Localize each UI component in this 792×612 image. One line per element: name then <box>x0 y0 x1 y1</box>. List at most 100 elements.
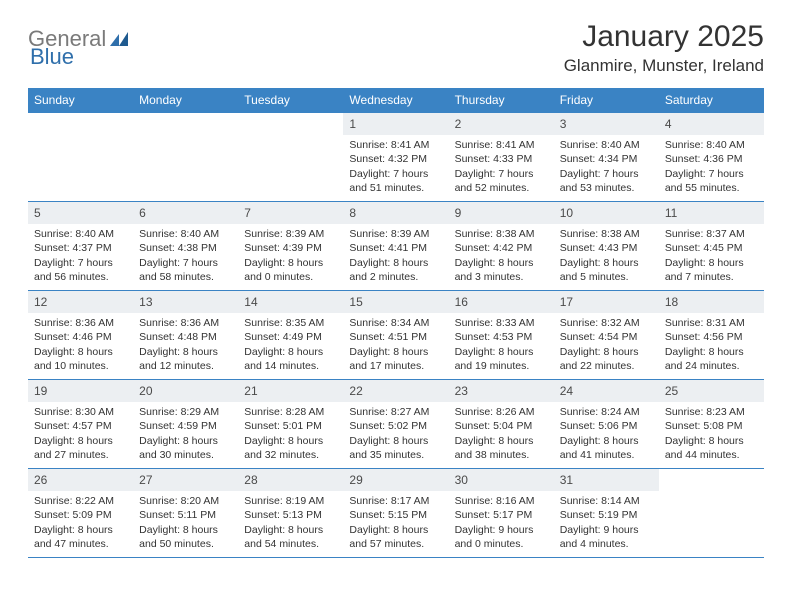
day-number: 25 <box>659 380 764 402</box>
day-cell: 23Sunrise: 8:26 AMSunset: 5:04 PMDayligh… <box>449 380 554 468</box>
day-number: 27 <box>133 469 238 491</box>
day-number: 8 <box>343 202 448 224</box>
day-line: Sunset: 4:48 PM <box>139 330 232 344</box>
day-line: Daylight: 8 hours and 14 minutes. <box>244 345 337 373</box>
week-row: 26Sunrise: 8:22 AMSunset: 5:09 PMDayligh… <box>28 469 764 558</box>
day-cell: 12Sunrise: 8:36 AMSunset: 4:46 PMDayligh… <box>28 291 133 379</box>
day-content: Sunrise: 8:35 AMSunset: 4:49 PMDaylight:… <box>238 313 343 379</box>
day-line: Sunset: 4:34 PM <box>560 152 653 166</box>
day-line: Sunrise: 8:38 AM <box>560 227 653 241</box>
day-line: Daylight: 8 hours and 47 minutes. <box>34 523 127 551</box>
day-line: Sunset: 5:13 PM <box>244 508 337 522</box>
day-cell <box>659 469 764 557</box>
day-cell: 6Sunrise: 8:40 AMSunset: 4:38 PMDaylight… <box>133 202 238 290</box>
logo-text-blue: Blue <box>30 44 74 69</box>
day-content: Sunrise: 8:36 AMSunset: 4:46 PMDaylight:… <box>28 313 133 379</box>
day-cell: 18Sunrise: 8:31 AMSunset: 4:56 PMDayligh… <box>659 291 764 379</box>
day-line: Sunset: 5:01 PM <box>244 419 337 433</box>
day-line: Sunset: 5:06 PM <box>560 419 653 433</box>
day-number: 20 <box>133 380 238 402</box>
day-line: Sunset: 4:53 PM <box>455 330 548 344</box>
day-content <box>133 135 238 144</box>
day-line: Sunrise: 8:17 AM <box>349 494 442 508</box>
day-content: Sunrise: 8:30 AMSunset: 4:57 PMDaylight:… <box>28 402 133 468</box>
day-number: 13 <box>133 291 238 313</box>
day-number <box>133 113 238 135</box>
day-line: Daylight: 8 hours and 17 minutes. <box>349 345 442 373</box>
day-cell: 15Sunrise: 8:34 AMSunset: 4:51 PMDayligh… <box>343 291 448 379</box>
title-block: January 2025 Glanmire, Munster, Ireland <box>564 20 764 76</box>
day-content: Sunrise: 8:38 AMSunset: 4:42 PMDaylight:… <box>449 224 554 290</box>
day-line: Sunrise: 8:40 AM <box>665 138 758 152</box>
weekday-label: Wednesday <box>343 88 448 112</box>
week-row: 5Sunrise: 8:40 AMSunset: 4:37 PMDaylight… <box>28 202 764 291</box>
day-line: Daylight: 8 hours and 19 minutes. <box>455 345 548 373</box>
day-line: Daylight: 8 hours and 54 minutes. <box>244 523 337 551</box>
day-number: 15 <box>343 291 448 313</box>
day-line: Daylight: 8 hours and 22 minutes. <box>560 345 653 373</box>
day-content: Sunrise: 8:19 AMSunset: 5:13 PMDaylight:… <box>238 491 343 557</box>
day-line: Sunset: 4:46 PM <box>34 330 127 344</box>
weekday-label: Tuesday <box>238 88 343 112</box>
day-cell: 10Sunrise: 8:38 AMSunset: 4:43 PMDayligh… <box>554 202 659 290</box>
day-line: Sunset: 4:41 PM <box>349 241 442 255</box>
day-number: 14 <box>238 291 343 313</box>
day-content: Sunrise: 8:14 AMSunset: 5:19 PMDaylight:… <box>554 491 659 557</box>
day-number: 4 <box>659 113 764 135</box>
day-number: 29 <box>343 469 448 491</box>
day-number: 7 <box>238 202 343 224</box>
day-number: 28 <box>238 469 343 491</box>
day-content: Sunrise: 8:40 AMSunset: 4:37 PMDaylight:… <box>28 224 133 290</box>
day-line: Daylight: 7 hours and 58 minutes. <box>139 256 232 284</box>
day-cell: 7Sunrise: 8:39 AMSunset: 4:39 PMDaylight… <box>238 202 343 290</box>
day-line: Sunrise: 8:14 AM <box>560 494 653 508</box>
logo-mark-icon <box>110 32 128 46</box>
day-line: Daylight: 8 hours and 44 minutes. <box>665 434 758 462</box>
day-cell <box>133 113 238 201</box>
weekday-label: Sunday <box>28 88 133 112</box>
day-cell: 22Sunrise: 8:27 AMSunset: 5:02 PMDayligh… <box>343 380 448 468</box>
day-content: Sunrise: 8:31 AMSunset: 4:56 PMDaylight:… <box>659 313 764 379</box>
day-line: Sunset: 4:43 PM <box>560 241 653 255</box>
day-line: Daylight: 8 hours and 5 minutes. <box>560 256 653 284</box>
day-line: Sunrise: 8:23 AM <box>665 405 758 419</box>
day-content: Sunrise: 8:29 AMSunset: 4:59 PMDaylight:… <box>133 402 238 468</box>
day-line: Sunrise: 8:37 AM <box>665 227 758 241</box>
day-cell: 13Sunrise: 8:36 AMSunset: 4:48 PMDayligh… <box>133 291 238 379</box>
day-line: Sunrise: 8:29 AM <box>139 405 232 419</box>
day-line: Sunrise: 8:39 AM <box>244 227 337 241</box>
day-cell: 29Sunrise: 8:17 AMSunset: 5:15 PMDayligh… <box>343 469 448 557</box>
day-content: Sunrise: 8:20 AMSunset: 5:11 PMDaylight:… <box>133 491 238 557</box>
day-line: Sunrise: 8:40 AM <box>139 227 232 241</box>
day-line: Sunrise: 8:35 AM <box>244 316 337 330</box>
day-cell: 20Sunrise: 8:29 AMSunset: 4:59 PMDayligh… <box>133 380 238 468</box>
day-line: Sunrise: 8:16 AM <box>455 494 548 508</box>
day-line: Sunset: 4:54 PM <box>560 330 653 344</box>
day-line: Sunrise: 8:22 AM <box>34 494 127 508</box>
day-number: 2 <box>449 113 554 135</box>
day-content: Sunrise: 8:27 AMSunset: 5:02 PMDaylight:… <box>343 402 448 468</box>
day-content: Sunrise: 8:16 AMSunset: 5:17 PMDaylight:… <box>449 491 554 557</box>
day-line: Sunset: 4:38 PM <box>139 241 232 255</box>
day-cell: 28Sunrise: 8:19 AMSunset: 5:13 PMDayligh… <box>238 469 343 557</box>
day-cell: 1Sunrise: 8:41 AMSunset: 4:32 PMDaylight… <box>343 113 448 201</box>
day-cell: 2Sunrise: 8:41 AMSunset: 4:33 PMDaylight… <box>449 113 554 201</box>
weekday-label: Friday <box>554 88 659 112</box>
day-line: Sunset: 5:02 PM <box>349 419 442 433</box>
day-line: Sunrise: 8:41 AM <box>455 138 548 152</box>
day-line: Sunrise: 8:39 AM <box>349 227 442 241</box>
day-number: 22 <box>343 380 448 402</box>
day-line: Daylight: 8 hours and 12 minutes. <box>139 345 232 373</box>
month-title: January 2025 <box>564 20 764 54</box>
day-line: Sunset: 4:59 PM <box>139 419 232 433</box>
day-number: 30 <box>449 469 554 491</box>
day-line: Daylight: 8 hours and 38 minutes. <box>455 434 548 462</box>
day-line: Sunset: 4:39 PM <box>244 241 337 255</box>
day-cell: 17Sunrise: 8:32 AMSunset: 4:54 PMDayligh… <box>554 291 659 379</box>
day-line: Sunrise: 8:20 AM <box>139 494 232 508</box>
day-cell: 19Sunrise: 8:30 AMSunset: 4:57 PMDayligh… <box>28 380 133 468</box>
day-line: Daylight: 7 hours and 53 minutes. <box>560 167 653 195</box>
day-line: Sunrise: 8:26 AM <box>455 405 548 419</box>
day-line: Sunrise: 8:27 AM <box>349 405 442 419</box>
day-content: Sunrise: 8:40 AMSunset: 4:36 PMDaylight:… <box>659 135 764 201</box>
